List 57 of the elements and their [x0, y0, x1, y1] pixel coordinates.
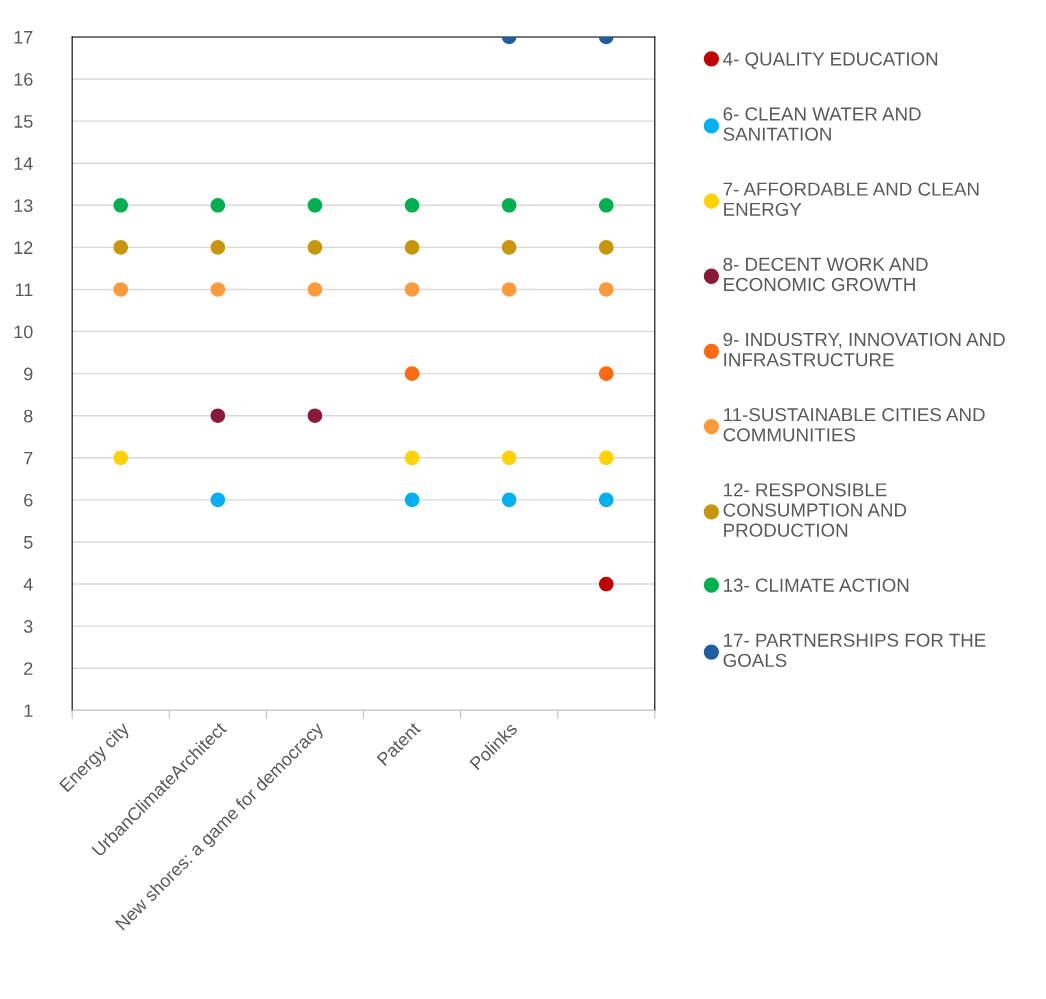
point [598, 450, 614, 466]
y-tick-label: 2 [24, 662, 33, 675]
legend-label: 9- INDUSTRY, INNOVATION AND INFRASTRUCTURE [723, 332, 1005, 367]
point [598, 576, 614, 592]
point [404, 198, 420, 213]
point [501, 198, 517, 213]
point [404, 492, 420, 508]
point [501, 282, 517, 297]
y-tick-label: 13 [14, 199, 33, 213]
point [210, 240, 226, 255]
point [404, 450, 420, 466]
legend-label: 17- PARTNERSHIPS FOR THE GOALS [723, 633, 986, 668]
y-tick-label: 7 [24, 451, 33, 465]
y-tick-label: 3 [23, 620, 33, 633]
point [501, 492, 517, 508]
legend-label: 13- CLIMATE ACTION [724, 578, 909, 592]
point [598, 198, 614, 213]
y-tick-label: 4 [23, 578, 33, 591]
y-tick-label: 6 [24, 493, 33, 507]
point [501, 450, 517, 466]
point [598, 240, 614, 255]
y-tick-label: 5 [23, 536, 33, 549]
legend-label: 11-SUSTAINABLE CITIES AND COMMUNITIES [723, 408, 985, 442]
legend-label: 6- CLEAN WATER AND SANITATION [723, 107, 921, 141]
y-tick-label: 10 [14, 325, 33, 339]
y-tick-label: 12 [14, 241, 33, 254]
point [210, 282, 226, 297]
point [113, 240, 129, 255]
y-tick-label: 8 [24, 409, 33, 423]
point [307, 408, 323, 423]
y-tick-label: 16 [14, 72, 33, 86]
legend-label: 4- QUALITY EDUCATION [723, 52, 938, 69]
point [307, 282, 323, 297]
y-tick-label: 1 [24, 704, 33, 717]
legend-label: 8- DECENT WORK AND ECONOMIC GROWTH [723, 257, 928, 292]
y-tick-label: 17 [14, 31, 33, 44]
y-tick-label: 14 [14, 157, 33, 170]
point [113, 282, 129, 297]
y-tick-label: 15 [14, 115, 33, 128]
point [598, 492, 614, 508]
point [501, 240, 517, 255]
point [404, 366, 420, 381]
point [307, 198, 323, 213]
legend-label: 7- AFFORDABLE AND CLEAN ENERGY [723, 182, 979, 216]
point [307, 240, 323, 255]
point [598, 366, 614, 381]
y-tick-label: 9 [24, 367, 33, 381]
point [210, 198, 226, 213]
point [404, 240, 420, 255]
point [210, 492, 226, 508]
point [113, 198, 129, 213]
y-tick-label: 11 [15, 283, 33, 296]
legend-label: 12- RESPONSIBLE CONSUMPTION AND PRODUCTION [723, 483, 907, 537]
point [210, 408, 226, 423]
point [113, 450, 129, 466]
point [598, 282, 614, 297]
point [404, 282, 420, 297]
